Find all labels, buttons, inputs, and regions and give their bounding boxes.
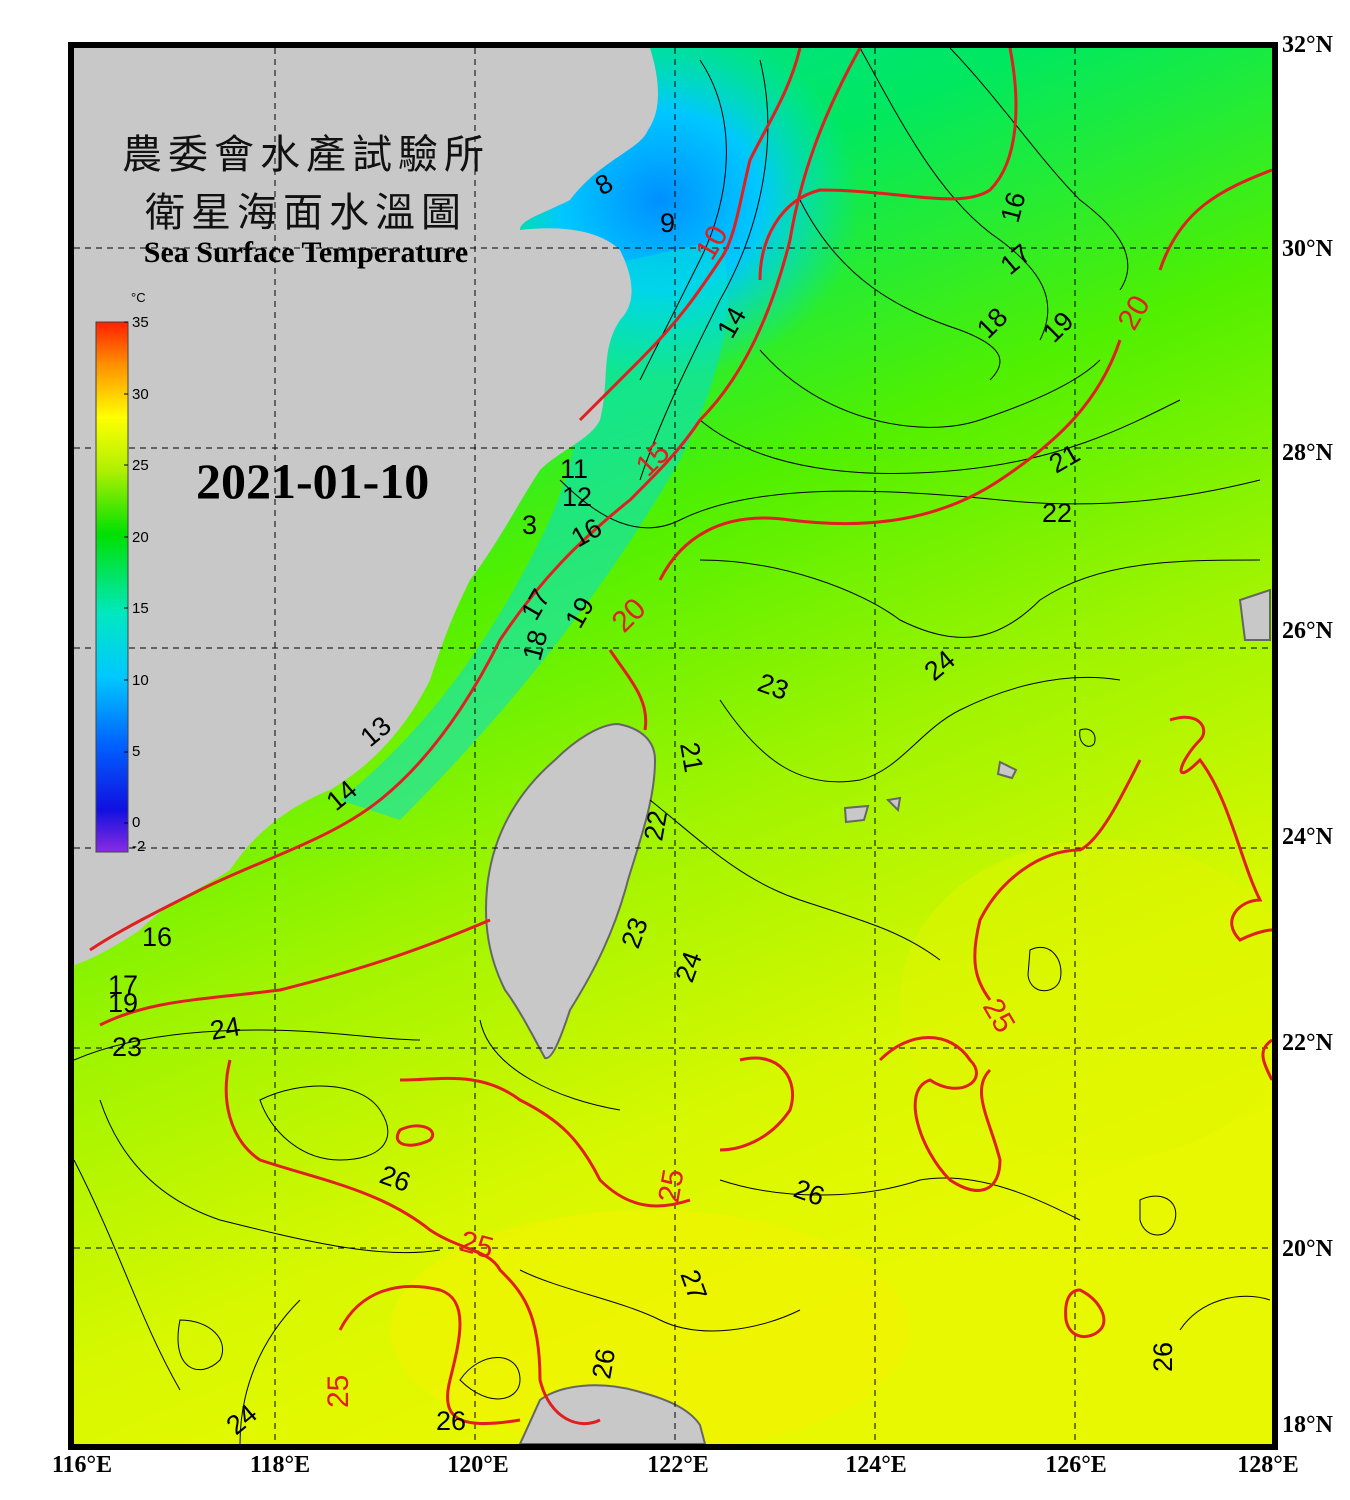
isotherm-20	[758, 48, 1018, 281]
lat-label-32n: 32°N	[1282, 32, 1333, 58]
taiwan-island	[485, 722, 657, 1060]
ryukyu-island	[885, 796, 902, 813]
colorbar	[95, 321, 129, 853]
ryukyu-island	[843, 804, 870, 824]
lat-label-28n: 28°N	[1282, 440, 1333, 466]
isotherm-15b	[99, 918, 491, 1027]
lat-label-18n: 18°N	[1282, 1412, 1333, 1438]
title-line-2: 衛星海面水溫圖	[145, 190, 467, 236]
contour-label: 26	[586, 1346, 621, 1381]
lon-label-120e: 120°E	[447, 1452, 509, 1478]
contour-label: 12	[562, 482, 592, 512]
contour-label: 26	[436, 1406, 466, 1436]
isotherm-20c	[658, 339, 1122, 581]
lat-label-20n: 20°N	[1282, 1236, 1333, 1262]
lat-label-22n: 22°N	[1282, 1030, 1333, 1056]
lon-label-128e: 128°E	[1237, 1452, 1299, 1478]
contour-label: 23	[112, 1032, 142, 1062]
lon-label-126e: 126°E	[1045, 1452, 1107, 1478]
lon-label-118e: 118°E	[249, 1452, 311, 1478]
contour-label: 19	[108, 988, 138, 1018]
colorbar-tick: 5	[132, 743, 141, 760]
minor-isotherms	[74, 48, 1271, 1444]
contour-label: 3	[522, 510, 537, 540]
isotherm-25e	[224, 1059, 601, 1426]
lat-label-30n: 30°N	[1282, 236, 1333, 262]
colorbar-unit: °C	[131, 290, 146, 305]
lon-label-124e: 124°E	[845, 1452, 907, 1478]
contour-label: 21	[674, 740, 709, 775]
contour-label: 16	[142, 922, 172, 952]
map-date: 2021-01-10	[196, 453, 430, 509]
contour-label-major: 25	[652, 1167, 690, 1206]
lat-label-26n: 26°N	[1282, 618, 1333, 644]
isotherm-25c	[719, 1056, 795, 1152]
warm-water-zone	[390, 1210, 910, 1444]
isotherm-25j	[1261, 1038, 1272, 1081]
isotherm-25i	[1064, 1288, 1106, 1339]
colorbar-tick: -2	[132, 838, 146, 855]
contour-label: 9	[660, 208, 675, 238]
isotherm-20d	[608, 649, 648, 731]
colorbar-ticks	[124, 321, 128, 824]
warm-water-zone-2	[900, 840, 1272, 1160]
isotherm-20b	[1158, 168, 1272, 271]
luzon-island	[518, 1384, 707, 1444]
lon-label-122e: 122°E	[647, 1452, 709, 1478]
coastal-cold-band	[340, 240, 728, 820]
contour-label-major: 25	[322, 1375, 355, 1408]
isotherm-25d	[878, 1036, 1002, 1192]
colorbar-tick: 0	[132, 814, 141, 831]
colorbar-tick: 10	[132, 672, 149, 689]
ryukyu-island	[1238, 588, 1271, 641]
contour-label: 26	[1148, 1342, 1178, 1372]
mainland-china	[74, 48, 658, 965]
isotherm-25g	[396, 1124, 434, 1147]
isotherm-25	[1169, 715, 1272, 942]
isotherm-25b	[973, 759, 1142, 1001]
contour-label: 24	[208, 1011, 243, 1046]
colorbar-tick: 20	[132, 529, 149, 546]
contour-label: 22	[638, 808, 673, 843]
colorbar-tick: 35	[132, 314, 149, 331]
contour-label: 22	[1042, 498, 1072, 528]
title-english: Sea Surface Temperature	[143, 236, 469, 269]
graticule	[74, 48, 1272, 1444]
major-isotherms	[89, 48, 1272, 1426]
lon-label-116e: 116°E	[51, 1452, 113, 1478]
contour-label: 11	[560, 454, 588, 484]
ryukyu-island	[996, 760, 1018, 780]
title-line-1: 農委會水產試驗所	[122, 132, 490, 178]
isotherm-15	[89, 48, 862, 952]
lat-label-24n: 24°N	[1282, 824, 1333, 850]
isotherm-25f	[399, 1076, 691, 1208]
map-frame	[68, 42, 1278, 1450]
contour-label: 17	[108, 970, 138, 1000]
isotherm-10	[578, 48, 802, 422]
colorbar-tick: 25	[132, 457, 149, 474]
colorbar-tick: 30	[132, 386, 149, 403]
colorbar-tick: 15	[132, 600, 149, 617]
isotherm-25h	[338, 1284, 521, 1426]
